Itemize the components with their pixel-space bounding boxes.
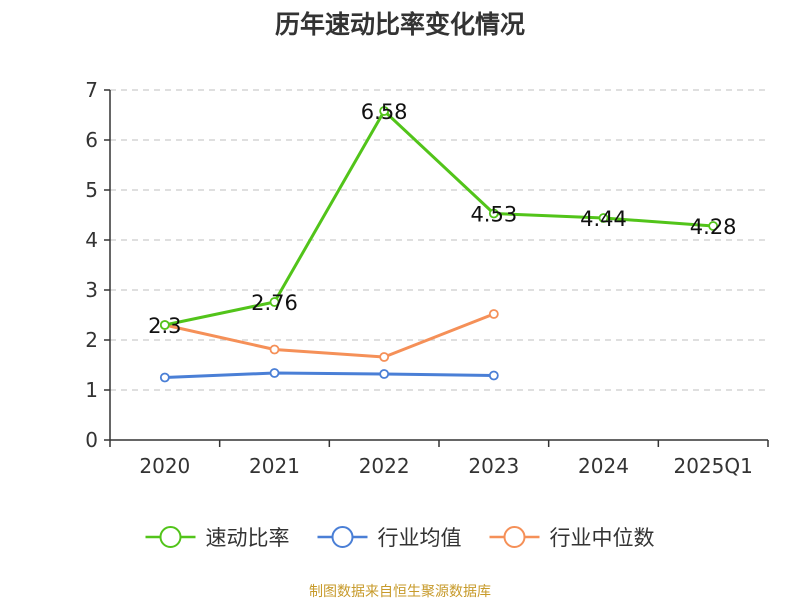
y-tick-label: 7 [85,78,98,102]
series-line [164,109,714,327]
legend-label: 速动比率 [206,526,290,550]
x-tick-label: 2021 [249,454,300,478]
y-tick-label: 2 [85,328,98,352]
legend-marker-circle [503,526,526,548]
x-tick-label: 2020 [139,454,190,478]
data-labels: 2.3 2.76 6.58 4.53 4.44 4.28 [148,100,736,338]
legend[interactable]: 速动比率 行业均值 行业中位数 [145,526,655,550]
legend-label: 行业中位数 [550,526,655,550]
data-point [269,344,280,355]
legend-label: 行业均值 [378,526,462,550]
chart-title: 历年速动比率变化情况 [275,10,525,39]
x-tick-label: 2024 [578,454,629,478]
x-tick-label: 2025Q1 [673,454,752,478]
data-label: 4.53 [470,203,517,227]
data-point [379,106,390,116]
data-label: 4.44 [580,207,627,231]
y-tick-label: 6 [85,128,98,152]
series-line [164,371,494,379]
series-lines [159,106,719,383]
data-point [159,372,170,383]
data-label: 6.58 [361,100,408,124]
data-point [269,297,280,307]
source-note: 制图数据来自恒生聚源数据库 [309,584,491,600]
legend-item[interactable]: 行业均值 [317,526,462,550]
legend-item[interactable]: 行业中位数 [489,526,655,550]
data-point [269,368,280,378]
x-tick-label: 2023 [468,454,519,478]
x-tick-label: 2022 [359,454,410,478]
grid-lines [110,89,768,391]
data-label: 4.28 [690,215,737,239]
axes: 0 1 2 3 4 5 6 7 2020 2021 2022 2023 2024 2025Q1 [85,78,769,478]
data-point [159,320,170,330]
y-tick-label: 4 [85,228,98,252]
series-line [164,312,495,359]
data-point [488,208,499,219]
y-tick-label: 5 [85,178,98,202]
data-label: 2.76 [251,291,298,315]
data-label: 2.3 [148,314,181,338]
y-tick-label: 3 [85,278,98,302]
legend-marker-circle [331,526,354,548]
data-point [598,213,609,223]
data-point [488,370,499,381]
data-point [379,352,390,362]
legend-marker-circle [159,526,182,548]
data-point [708,221,719,231]
data-point [488,309,499,319]
y-tick-label: 0 [85,428,98,452]
y-tick-label: 1 [85,378,98,402]
data-point [379,369,390,379]
legend-item[interactable]: 速动比率 [145,526,290,550]
